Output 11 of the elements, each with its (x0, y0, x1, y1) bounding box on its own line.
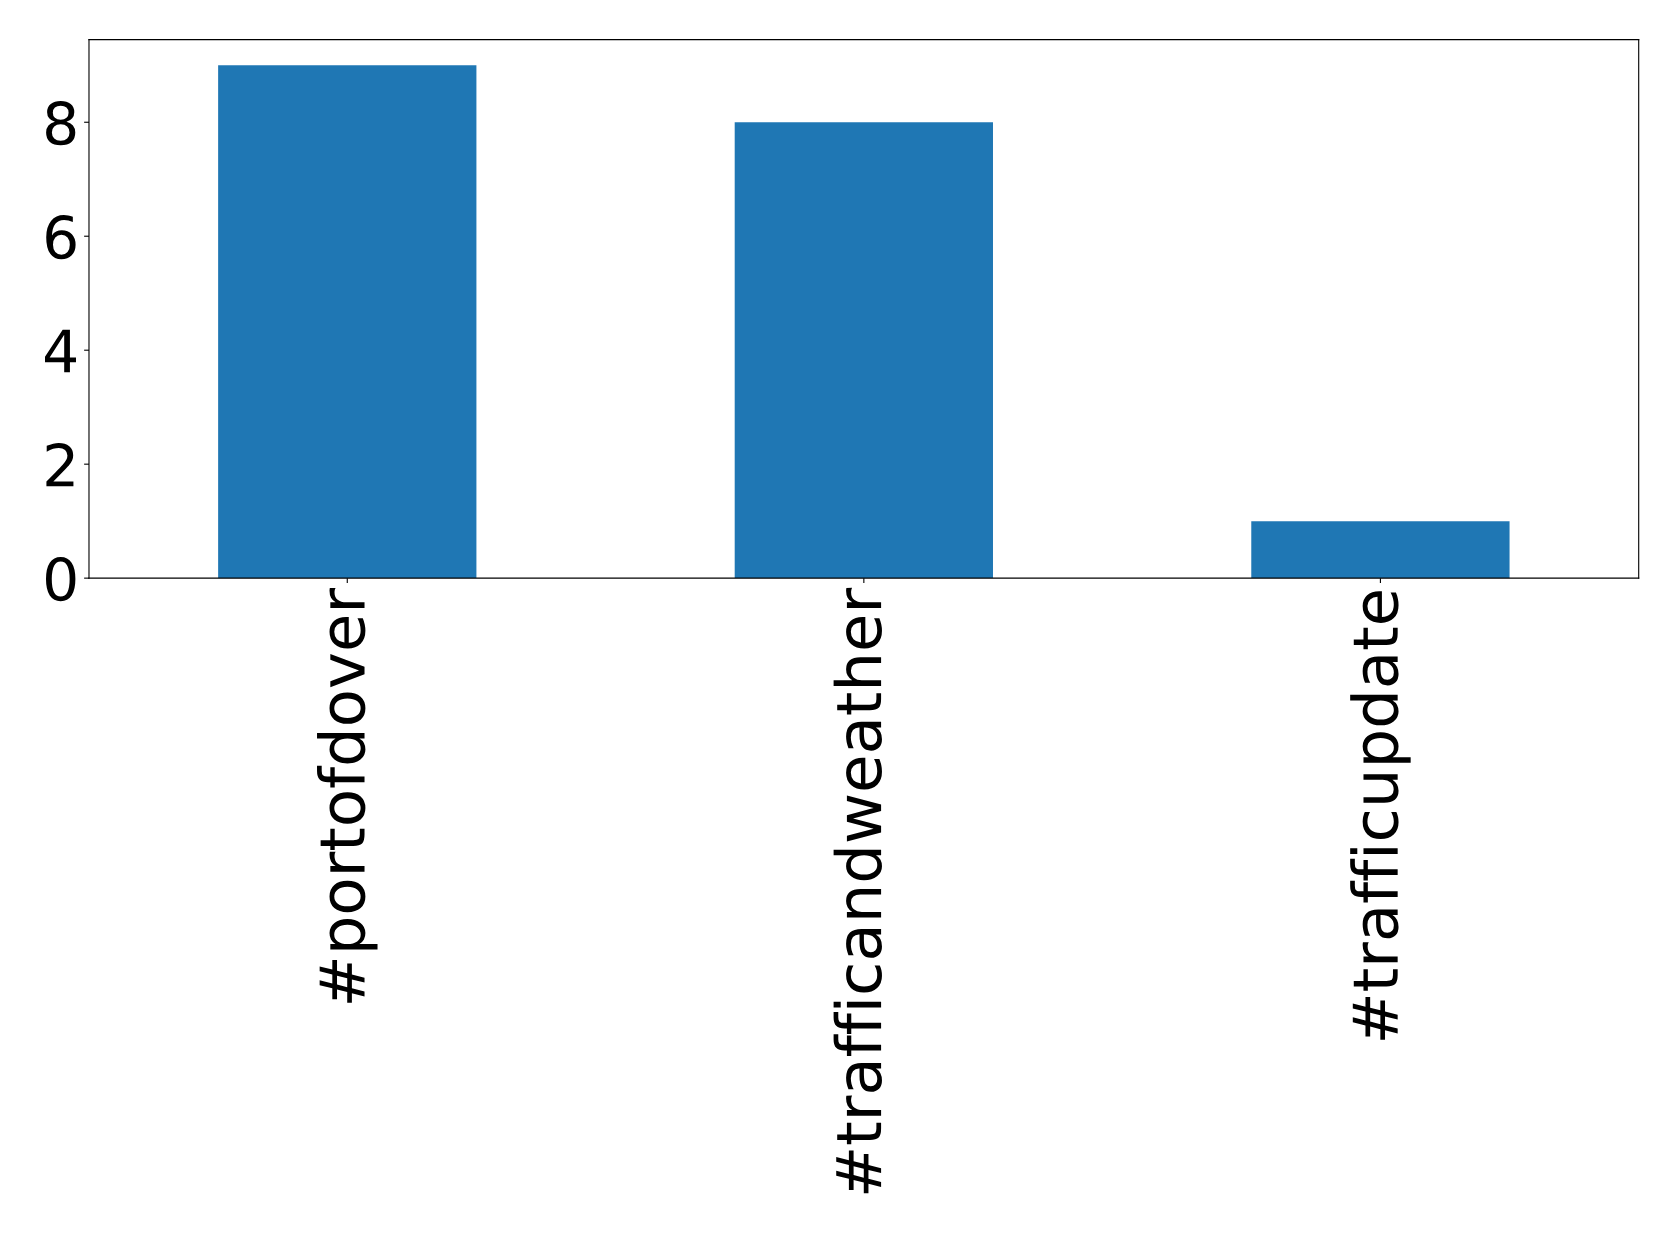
bar (1251, 521, 1510, 579)
y-tick-label: 4 (45, 329, 76, 373)
y-tick-label: 2 (46, 443, 74, 487)
y-tick-label: 8 (46, 101, 76, 146)
x-tick-label: #portofdover (317, 587, 378, 1003)
x-tick-label: #trafficupdate (1350, 591, 1411, 1040)
y-tick-label: 0 (46, 557, 76, 602)
bar (218, 65, 477, 579)
bar (734, 122, 993, 579)
x-tick-label: #trafficandweather (833, 587, 882, 1194)
y-tick-label: 6 (46, 215, 76, 260)
